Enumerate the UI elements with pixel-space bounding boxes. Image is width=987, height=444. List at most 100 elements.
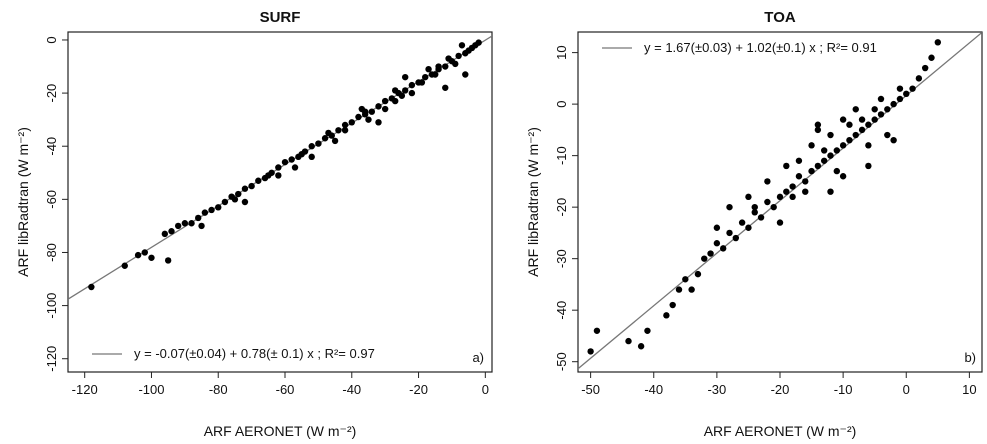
panel-label: a)	[472, 350, 484, 365]
data-point	[208, 206, 215, 214]
x-tick-label: -60	[276, 382, 295, 397]
data-point	[928, 54, 935, 61]
panel-surf: -120 -100 -80 -60 -40 -20 0 -120 -100 -80 -60 -40 -2…	[15, 9, 493, 439]
data-point	[141, 249, 148, 256]
data-point	[814, 162, 822, 170]
data-point	[321, 135, 329, 142]
data-point	[325, 129, 332, 137]
data-point	[921, 64, 929, 72]
panel-toa: -50 -40 -30 -20 -10 0 10 -50 -40 -30 -20 -10 0 10 TOA A…	[525, 9, 983, 439]
data-point	[308, 143, 315, 150]
data-point	[375, 103, 382, 110]
data-point	[174, 222, 182, 230]
data-point	[637, 343, 645, 350]
data-point	[435, 63, 442, 70]
data-point	[168, 228, 175, 235]
data-point	[465, 47, 472, 54]
legend-entry: y = -0.07(±0.04) + 0.78(± 0.1) x ; R²= 0…	[134, 346, 375, 361]
x-tick-label: -10	[834, 382, 853, 397]
data-point	[675, 286, 683, 293]
data-point	[134, 251, 142, 259]
plot-frame	[67, 31, 493, 373]
x-tick-label: 0	[482, 382, 489, 397]
x-tick-label: -50	[581, 382, 600, 397]
data-point	[241, 198, 249, 206]
data-point	[418, 79, 426, 86]
data-point	[355, 113, 362, 121]
panel-label: b)	[964, 350, 976, 365]
x-tick-label: 10	[962, 382, 976, 397]
data-point	[88, 283, 95, 291]
data-point	[308, 153, 315, 161]
data-point	[820, 157, 828, 164]
data-point	[475, 39, 482, 46]
data-point	[694, 270, 702, 278]
data-point	[713, 224, 721, 231]
data-point	[195, 214, 202, 222]
data-point	[795, 157, 803, 164]
data-point	[707, 250, 714, 257]
data-point	[422, 73, 429, 81]
y-tick-label: -20	[44, 84, 59, 103]
data-point	[846, 121, 853, 128]
data-point	[164, 257, 172, 264]
x-axis-label: ARF AERONET (W m⁻²)	[704, 423, 857, 439]
data-point	[726, 203, 733, 211]
data-point	[682, 276, 689, 283]
data-point	[852, 131, 859, 139]
data-point	[865, 142, 872, 149]
data-point	[442, 63, 449, 70]
y-tick-label: -120	[44, 346, 59, 372]
data-point	[827, 152, 834, 159]
data-point	[341, 121, 349, 129]
data-point	[884, 106, 891, 113]
data-point	[593, 327, 601, 334]
data-point	[288, 156, 295, 163]
y-axis-label: ARF libRadtran (W m⁻²)	[15, 127, 31, 277]
data-point	[701, 255, 708, 262]
data-point	[865, 162, 872, 170]
data-point	[298, 150, 305, 158]
data-point	[625, 337, 632, 345]
data-point	[275, 172, 282, 179]
y-tick-label: 0	[44, 36, 59, 43]
data-point	[814, 121, 822, 128]
x-tick-label: -20	[771, 382, 790, 397]
data-point	[871, 106, 878, 113]
data-point	[188, 220, 195, 227]
data-point	[827, 131, 834, 139]
data-point	[255, 177, 262, 184]
data-point	[896, 85, 904, 92]
data-point	[808, 167, 815, 175]
data-point	[770, 203, 777, 211]
data-point	[827, 188, 834, 195]
data-point	[398, 92, 406, 99]
x-tick-label: -100	[138, 382, 164, 397]
data-point	[381, 105, 389, 113]
legend-box	[588, 36, 928, 60]
x-tick-label: -120	[72, 382, 98, 397]
y-tick-label: -100	[44, 293, 59, 319]
data-point	[757, 214, 765, 221]
data-point	[764, 198, 771, 206]
data-point	[858, 116, 866, 123]
data-point	[858, 126, 866, 134]
data-point	[231, 196, 239, 203]
data-point	[161, 230, 169, 238]
data-point	[751, 203, 758, 211]
data-point	[368, 108, 376, 115]
data-point	[719, 245, 727, 252]
data-point	[121, 262, 128, 269]
data-point	[401, 73, 409, 81]
data-point	[462, 71, 469, 78]
data-point	[903, 90, 910, 98]
data-point	[361, 108, 369, 115]
y-tick-label: -10	[554, 146, 569, 165]
data-point	[802, 188, 809, 195]
y-tick-label: -40	[554, 301, 569, 320]
data-point	[315, 140, 322, 147]
data-point	[688, 286, 695, 293]
x-tick-label: -30	[707, 382, 726, 397]
data-point	[335, 127, 342, 134]
data-point	[221, 198, 229, 206]
